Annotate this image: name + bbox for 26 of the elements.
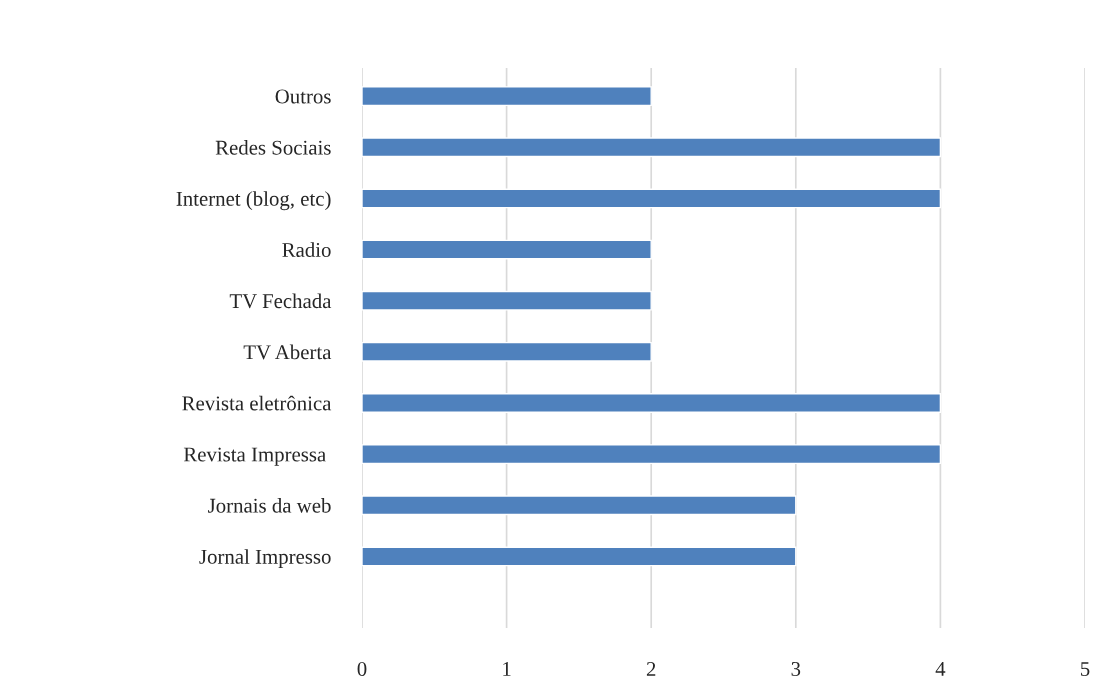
x-tick-label: 3 [791,661,801,676]
bar [362,546,797,567]
y-tick-label: TV Aberta [243,344,332,360]
bar [362,393,942,413]
y-tick-label: Jornal Impresso [199,549,331,569]
y-tick-label: TV Fechada [229,293,332,309]
bar [362,444,942,465]
y-tick-label: Revista eletrônica [182,395,332,411]
y-tick-label: Outros [275,89,331,104]
x-tick-label: 2 [646,661,656,676]
bar [362,290,652,311]
x-tick-label: 5 [1081,662,1090,676]
x-tick-label: 0 [357,661,367,676]
y-tick-label: Redes Sociais [215,140,331,155]
x-tick-label: 4 [935,662,946,676]
y-tick-label: Jornais da web [208,498,331,513]
bar [362,137,942,158]
bar [362,341,652,362]
y-tick-label: Revista Impressa [183,447,326,466]
x-tick-label: 1 [503,662,511,676]
bar [362,86,652,107]
bar [362,188,942,209]
y-tick-label: Radio [282,242,331,257]
y-tick-label: Internet (blog, etc) [176,191,331,211]
bar [362,495,797,516]
bar [362,239,652,260]
